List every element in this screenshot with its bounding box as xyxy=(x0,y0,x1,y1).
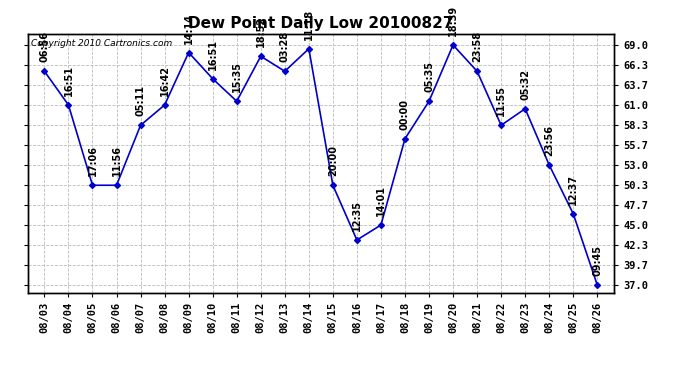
Text: 00:00: 00:00 xyxy=(400,99,410,130)
Text: 23:58: 23:58 xyxy=(472,31,482,62)
Text: 05:32: 05:32 xyxy=(520,69,530,100)
Text: 16:51: 16:51 xyxy=(63,65,73,96)
Text: 15:35: 15:35 xyxy=(232,61,241,92)
Text: 09:45: 09:45 xyxy=(592,245,602,276)
Text: 18:39: 18:39 xyxy=(448,5,458,36)
Text: 16:42: 16:42 xyxy=(159,65,170,96)
Text: 18:52: 18:52 xyxy=(256,16,266,47)
Text: Copyright 2010 Cartronics.com: Copyright 2010 Cartronics.com xyxy=(30,39,172,48)
Text: 05:35: 05:35 xyxy=(424,61,434,92)
Text: 06:56: 06:56 xyxy=(39,31,50,62)
Text: 14:01: 14:01 xyxy=(376,185,386,216)
Text: 05:11: 05:11 xyxy=(135,85,146,116)
Text: 12:35: 12:35 xyxy=(352,200,362,231)
Text: 16:51: 16:51 xyxy=(208,39,217,70)
Text: 03:28: 03:28 xyxy=(279,31,290,62)
Text: 12:37: 12:37 xyxy=(569,174,578,205)
Title: Dew Point Daily Low 20100827: Dew Point Daily Low 20100827 xyxy=(188,16,453,31)
Text: 11:18: 11:18 xyxy=(304,9,314,40)
Text: 17:06: 17:06 xyxy=(88,145,97,176)
Text: 11:56: 11:56 xyxy=(112,145,121,176)
Text: 23:56: 23:56 xyxy=(544,125,554,156)
Text: 14:14: 14:14 xyxy=(184,12,194,44)
Text: 11:55: 11:55 xyxy=(496,85,506,116)
Text: 20:00: 20:00 xyxy=(328,145,338,176)
